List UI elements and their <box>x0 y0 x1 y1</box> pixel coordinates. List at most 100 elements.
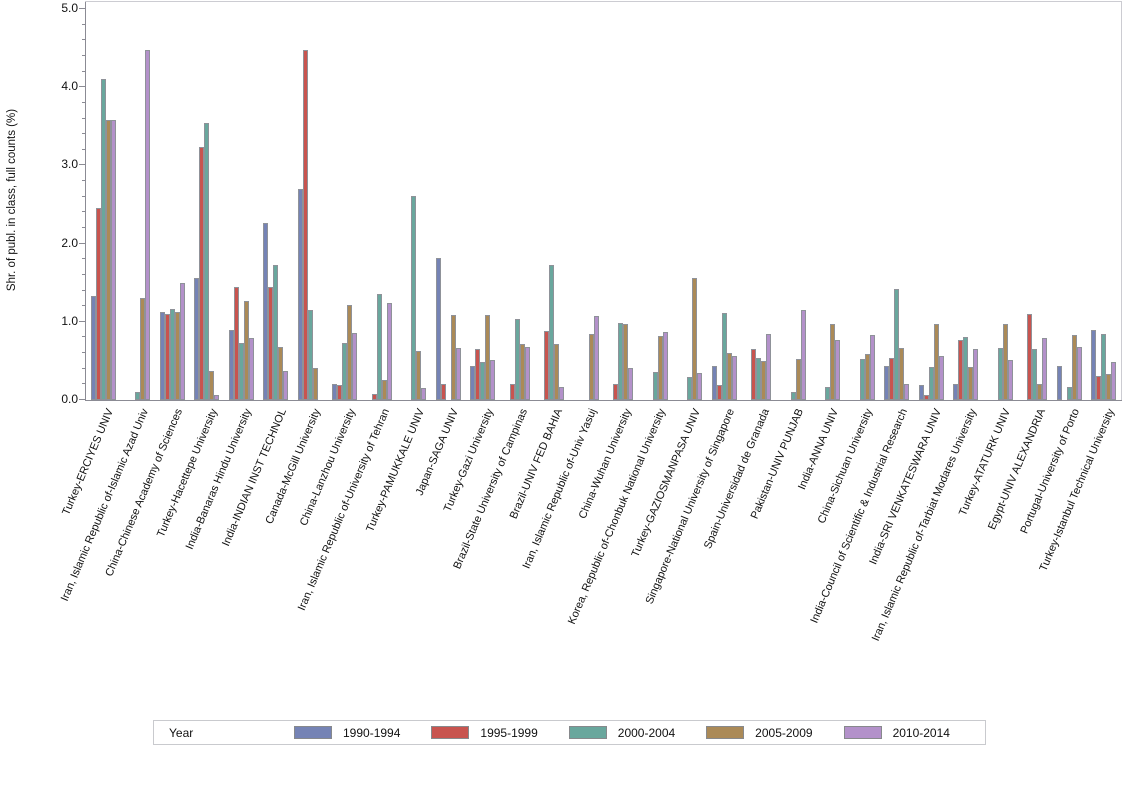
bar <box>1106 374 1112 400</box>
bar <box>470 366 476 400</box>
bar <box>371 394 377 400</box>
legend-entry: 1995-1999 <box>431 725 538 740</box>
bar <box>174 312 180 400</box>
bar <box>509 384 515 400</box>
legend-label: 2005-2009 <box>755 725 813 740</box>
bar <box>790 392 796 400</box>
bar <box>1091 330 1097 400</box>
bar <box>1071 335 1077 400</box>
bar <box>475 349 481 400</box>
bar <box>613 384 619 400</box>
bar <box>618 323 624 400</box>
legend-swatch-2010-2014 <box>843 726 882 739</box>
bar <box>716 385 722 400</box>
bar <box>588 334 594 400</box>
bar <box>204 123 210 400</box>
y-major-tick <box>79 8 85 9</box>
legend-entry: 2000-2004 <box>568 726 675 740</box>
bar <box>825 387 831 400</box>
bar <box>455 348 461 400</box>
bar <box>248 338 254 400</box>
y-minor-tick <box>82 289 85 291</box>
bar <box>973 349 979 400</box>
bar <box>278 347 284 400</box>
y-minor-tick <box>82 227 85 228</box>
legend-label: 1995-1999 <box>480 725 538 740</box>
bar <box>593 316 599 400</box>
bar <box>1042 338 1048 400</box>
bar <box>657 336 663 400</box>
bar <box>140 298 146 400</box>
y-tick-label: 0.0 <box>61 392 78 406</box>
y-minor-tick <box>82 211 85 213</box>
y-minor-tick <box>82 367 85 369</box>
bar <box>214 395 220 400</box>
bar <box>756 358 762 400</box>
bar <box>440 384 446 400</box>
bar <box>209 371 215 400</box>
bar <box>135 392 141 400</box>
y-minor-tick <box>82 39 85 41</box>
legend-label: 1990-1994 <box>343 725 401 740</box>
y-tick-label: 4.0 <box>61 79 78 94</box>
bar <box>342 343 348 400</box>
bar <box>559 387 565 400</box>
bar <box>1066 387 1072 400</box>
bar <box>95 208 101 400</box>
bar <box>1032 349 1038 400</box>
bar <box>721 313 727 400</box>
bar <box>692 278 698 400</box>
bar <box>1027 314 1033 400</box>
bar <box>933 324 939 400</box>
bar <box>894 289 900 400</box>
bar <box>347 305 353 400</box>
legend-label: 2010-2014 <box>892 725 950 740</box>
y-major-tick <box>79 320 85 322</box>
y-tick-label: 3.0 <box>61 157 78 172</box>
y-minor-tick <box>82 23 85 25</box>
bar <box>519 344 525 400</box>
bar <box>194 278 200 400</box>
bar <box>233 287 239 400</box>
bar <box>485 315 491 400</box>
x-axis-line <box>85 400 1122 401</box>
bar <box>544 331 550 400</box>
plot-area <box>85 1 1122 401</box>
bar <box>918 385 924 400</box>
bar <box>889 358 895 400</box>
bar <box>1096 376 1102 400</box>
bar <box>450 315 456 400</box>
bar <box>238 343 244 400</box>
legend-entry: 1990-1994 <box>294 726 400 740</box>
y-axis-line <box>85 2 86 400</box>
bar <box>263 223 269 400</box>
bar <box>514 319 520 400</box>
y-minor-tick <box>82 148 85 150</box>
bar <box>766 334 772 400</box>
bar <box>938 356 944 400</box>
bar <box>904 384 910 400</box>
bar <box>199 147 205 400</box>
y-minor-tick <box>82 273 85 275</box>
legend-swatch-1990-1994 <box>294 726 332 739</box>
y-major-tick <box>79 242 85 244</box>
bar <box>302 50 308 400</box>
bar <box>662 332 668 400</box>
bar <box>761 361 767 400</box>
legend-entries: 1990-1994 1995-1999 2000-2004 2005-2009 2010… <box>294 726 950 740</box>
bar <box>283 371 289 400</box>
bar <box>1002 324 1008 400</box>
bar <box>105 120 111 400</box>
bar <box>554 344 560 400</box>
bar <box>968 367 974 400</box>
bar <box>997 348 1003 400</box>
y-axis-title: Shr. of publ. in class, full counts (%) <box>6 108 18 292</box>
bar <box>386 303 392 400</box>
bar <box>307 310 313 400</box>
bar <box>623 324 629 400</box>
bar <box>90 296 96 400</box>
bar <box>835 340 841 400</box>
y-minor-tick <box>82 352 85 354</box>
legend-entry: 2005-2009 <box>706 725 813 740</box>
bar-chart: Shr. of publ. in class, full counts (%) … <box>6 1 1122 745</box>
